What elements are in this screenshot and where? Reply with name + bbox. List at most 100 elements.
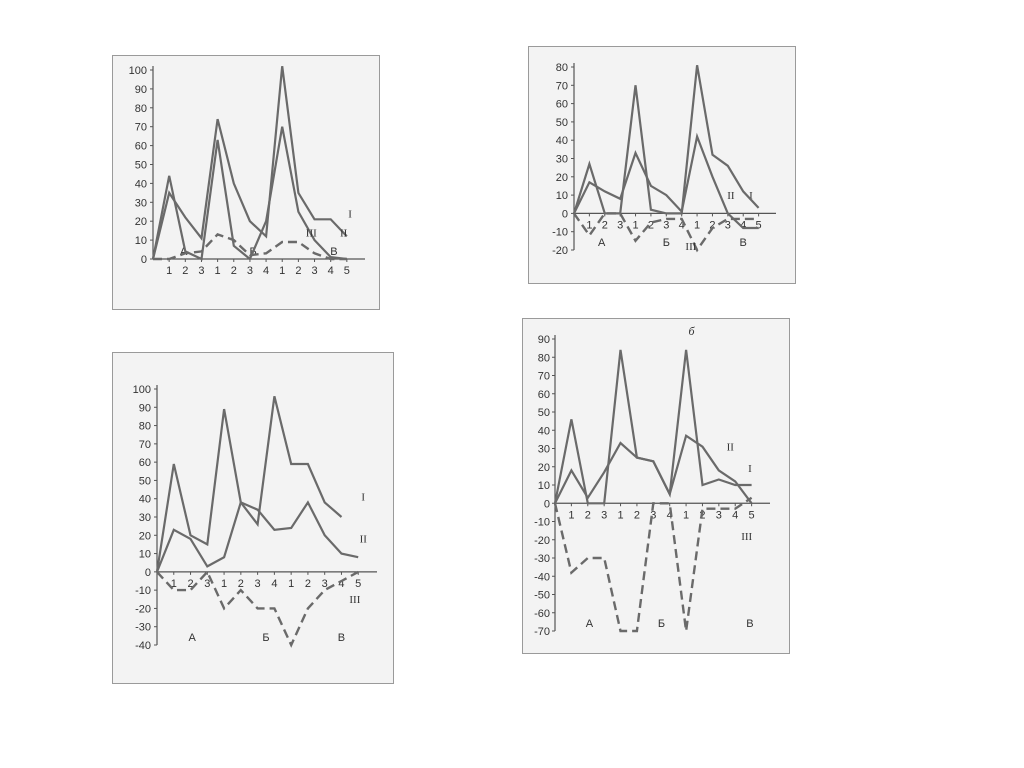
y-tick-label: 40 — [135, 178, 147, 190]
group-label: А — [180, 246, 188, 258]
series-label: I — [748, 463, 752, 475]
x-tick-label: 3 — [322, 578, 328, 590]
x-tick-label: 2 — [305, 578, 311, 590]
group-label: Б — [658, 618, 665, 630]
chart-svg-bottom-right: -70 -60 -50 -40 -30 -20 -10 0 10 20 30 40 50 60 70 80 90… — [534, 324, 770, 638]
y-tick-label: 10 — [139, 549, 151, 561]
x-tick-label: 3 — [650, 509, 656, 521]
series-label: III — [741, 531, 752, 543]
y-tick-label: 80 — [556, 62, 568, 74]
y-tick-label: -70 — [534, 626, 550, 638]
y-tick-label: -30 — [135, 622, 151, 634]
series-label: I — [348, 208, 352, 220]
x-tick-label: 2 — [648, 219, 654, 231]
x-tick-label: 3 — [311, 265, 317, 277]
y-tick-label: -10 — [552, 227, 568, 239]
x-tick-label: 3 — [247, 265, 253, 277]
y-tick-label: 100 — [129, 65, 147, 77]
x-tick-label: 1 — [279, 265, 285, 277]
y-tick-label: 70 — [135, 122, 147, 134]
group-label: В — [746, 618, 753, 630]
chart-title: б — [688, 324, 695, 338]
chart-panel-top-right: -20 -10 0 10 20 30 40 50 60 70 80 1 2 3 1 2 3 4 1 2 3 4 5 А Б В I I… — [528, 46, 796, 284]
x-tick-label: 4 — [328, 265, 334, 277]
x-tick-label: 1 — [171, 578, 177, 590]
x-tick-label: 3 — [663, 219, 669, 231]
y-tick-label: 70 — [139, 439, 151, 451]
series-line-ii — [572, 65, 760, 215]
x-tick-label: 2 — [238, 578, 244, 590]
x-tick-label: 4 — [271, 578, 277, 590]
x-tick-label: 4 — [667, 509, 673, 521]
series-line-ii — [151, 126, 347, 261]
group-label: Б — [262, 632, 269, 644]
x-tick-label: 2 — [585, 509, 591, 521]
y-tick-label: 30 — [538, 444, 550, 456]
x-tick-label: 1 — [221, 578, 227, 590]
x-tick-label: 1 — [288, 578, 294, 590]
group-label: А — [189, 632, 197, 644]
y-tick-label: -10 — [534, 517, 550, 529]
y-tick-label: -20 — [552, 245, 568, 257]
y-tick-label: 10 — [538, 480, 550, 492]
x-tick-label: 5 — [749, 509, 755, 521]
y-tick-label: 50 — [139, 475, 151, 487]
x-tick-label: 5 — [355, 578, 361, 590]
group-label: Б — [663, 237, 670, 249]
x-tick-label: 1 — [166, 265, 172, 277]
y-tick-label: 90 — [139, 402, 151, 414]
y-tick-label: 90 — [538, 334, 550, 346]
x-tick-label: 4 — [263, 265, 269, 277]
y-tick-label: -40 — [534, 571, 550, 583]
x-tick-label: 4 — [679, 219, 685, 231]
x-tick-label: 4 — [740, 219, 746, 231]
group-label: А — [586, 618, 594, 630]
series-label: II — [727, 441, 735, 453]
y-tick-label: 0 — [145, 567, 151, 579]
y-tick-label: 10 — [556, 190, 568, 202]
x-tick-label: 2 — [634, 509, 640, 521]
series-line-ii — [155, 500, 359, 573]
series-line-i — [151, 66, 348, 260]
chart-panel-top-left: 0 10 20 30 40 50 60 70 80 90 100 1 2 3 1 2 3 4 1 2 3 4 5 А Б В I II… — [112, 55, 380, 310]
y-tick-label: 50 — [135, 160, 147, 172]
y-tick-label: 30 — [135, 197, 147, 209]
x-tick-label: 1 — [694, 219, 700, 231]
x-tick-label: 1 — [683, 509, 689, 521]
y-tick-label: 70 — [538, 371, 550, 383]
y-tick-label: -40 — [135, 640, 151, 652]
y-tick-label: 60 — [556, 99, 568, 111]
x-tick-label: 3 — [255, 578, 261, 590]
x-tick-label: 3 — [601, 509, 607, 521]
y-tick-label: 20 — [135, 216, 147, 228]
x-tick-label: 2 — [182, 265, 188, 277]
y-tick-label: 40 — [139, 494, 151, 506]
chart-panel-bottom-left: -40 -30 -20 -10 0 10 20 30 40 50 60 70 80 90 100 1 2 3 1 2 3… — [112, 352, 394, 684]
x-tick-label: 3 — [716, 509, 722, 521]
x-tick-label: 4 — [338, 578, 344, 590]
y-tick-label: -10 — [135, 585, 151, 597]
series-label: II — [360, 534, 368, 546]
series-line-iii — [553, 496, 753, 633]
series-line-ii — [554, 433, 753, 504]
y-tick-label: -60 — [534, 608, 550, 620]
x-tick-label: 1 — [586, 219, 592, 231]
series-line-i — [553, 349, 752, 505]
series-line-iii — [573, 212, 759, 253]
y-tick-label: 80 — [139, 421, 151, 433]
x-tick-label: 1 — [568, 509, 574, 521]
group-label: В — [338, 632, 345, 644]
y-tick-label: 0 — [141, 254, 147, 266]
x-tick-label: 1 — [215, 265, 221, 277]
y-tick-label: -50 — [534, 590, 550, 602]
x-tick-label: 3 — [198, 265, 204, 277]
y-tick-label: 100 — [133, 384, 151, 396]
x-tick-label: 1 — [617, 509, 623, 521]
y-tick-label: -20 — [534, 535, 550, 547]
x-tick-label: 2 — [709, 219, 715, 231]
series-label: II — [340, 227, 348, 239]
y-tick-label: 70 — [556, 80, 568, 92]
group-label: А — [598, 237, 606, 249]
